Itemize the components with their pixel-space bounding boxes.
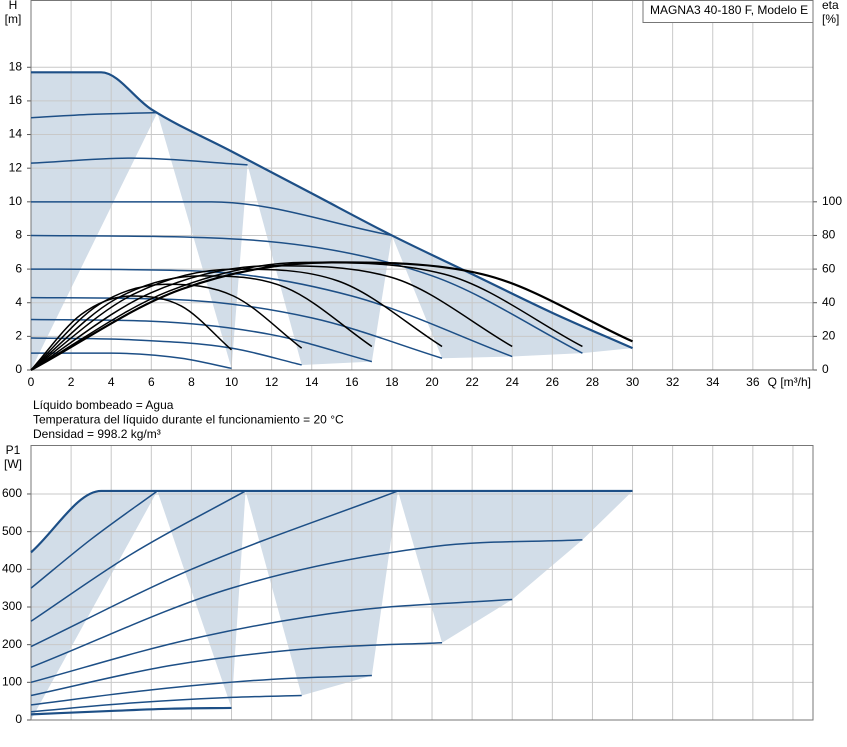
performance-curve bbox=[30, 490, 158, 589]
y-tick-label: 4 bbox=[15, 295, 22, 309]
efficiency-curve bbox=[30, 261, 633, 371]
note: Temperatura del líquido durante el funci… bbox=[33, 413, 344, 427]
y-tick-label: 10 bbox=[9, 194, 23, 208]
y-tick-label: 0 bbox=[15, 362, 22, 376]
y2-tick-label: 0 bbox=[822, 362, 829, 376]
x-tick-label: 14 bbox=[305, 375, 319, 389]
performance-curve bbox=[30, 296, 443, 359]
y2-axis-unit: [%] bbox=[822, 12, 839, 26]
performance-curve bbox=[30, 539, 583, 668]
x-tick-label: 24 bbox=[506, 375, 520, 389]
x-tick-label: 26 bbox=[546, 375, 560, 389]
performance-curve bbox=[31, 201, 393, 237]
x-tick-label: 16 bbox=[345, 375, 359, 389]
y-tick-label: 100 bbox=[2, 675, 22, 689]
y-tick-label: 12 bbox=[9, 160, 23, 174]
legend-text: MAGNA3 40-180 F, Modelo E bbox=[650, 3, 808, 17]
y-axis-label: H bbox=[9, 0, 18, 12]
y2-tick-label: 20 bbox=[822, 329, 836, 343]
x-tick-label: 10 bbox=[225, 375, 239, 389]
y-tick-label: 14 bbox=[9, 127, 23, 141]
performance-curve bbox=[30, 234, 583, 354]
x-tick-label: 18 bbox=[385, 375, 399, 389]
y-tick-label: 6 bbox=[15, 261, 22, 275]
x-tick-label: 28 bbox=[586, 375, 600, 389]
x-tick-label: 36 bbox=[746, 375, 760, 389]
y2-axis-label: eta bbox=[822, 0, 839, 12]
y-axis-unit: [W] bbox=[4, 457, 22, 471]
x-tick-label: 0 bbox=[28, 375, 35, 389]
y2-tick-label: 80 bbox=[822, 228, 836, 242]
x-tick-label: 20 bbox=[425, 375, 439, 389]
note: Densidad = 998.2 kg/m³ bbox=[33, 427, 161, 441]
performance-curve bbox=[30, 157, 248, 166]
y-tick-label: 600 bbox=[2, 486, 22, 500]
y-tick-label: 8 bbox=[15, 228, 22, 242]
note: Líquido bombeado = Agua bbox=[33, 398, 174, 412]
legend-box bbox=[642, 0, 814, 23]
performance-curve bbox=[30, 642, 443, 697]
x-tick-label: 22 bbox=[465, 375, 479, 389]
y2-tick-label: 100 bbox=[822, 194, 842, 208]
x-tick-label: 32 bbox=[666, 375, 680, 389]
y-tick-label: 200 bbox=[2, 637, 22, 651]
y-axis-label: P1 bbox=[6, 443, 21, 457]
y-axis-unit: [m] bbox=[5, 12, 22, 26]
performance-curve bbox=[30, 111, 158, 119]
performance-curve bbox=[30, 598, 513, 684]
efficiency-curve bbox=[30, 283, 303, 371]
x-tick-label: 6 bbox=[148, 375, 155, 389]
y2-tick-label: 60 bbox=[822, 261, 836, 275]
performance-curve bbox=[30, 490, 399, 648]
plot-frame bbox=[30, 445, 814, 721]
performance-curve bbox=[30, 490, 246, 622]
y-tick-label: 400 bbox=[2, 561, 22, 575]
x-tick-label: 30 bbox=[626, 375, 640, 389]
y-tick-label: 0 bbox=[15, 712, 22, 726]
y-tick-label: 2 bbox=[15, 329, 22, 343]
x-tick-label: 8 bbox=[188, 375, 195, 389]
plot-frame bbox=[30, 0, 814, 371]
y-tick-label: 18 bbox=[9, 59, 23, 73]
performance-curve bbox=[30, 352, 232, 370]
performance-curve bbox=[31, 71, 633, 350]
y-tick-label: 500 bbox=[2, 524, 22, 538]
performance-curve bbox=[30, 489, 633, 554]
operating-range bbox=[31, 490, 633, 720]
y-tick-label: 16 bbox=[9, 93, 23, 107]
performance-curve bbox=[30, 674, 372, 706]
performance-curve bbox=[30, 268, 513, 358]
performance-curve bbox=[30, 706, 232, 716]
x-axis-label: Q [m³/h] bbox=[768, 375, 811, 389]
x-tick-label: 34 bbox=[706, 375, 720, 389]
x-tick-label: 2 bbox=[68, 375, 75, 389]
performance-curve bbox=[30, 337, 302, 366]
x-tick-label: 12 bbox=[265, 375, 279, 389]
performance-curve bbox=[30, 694, 302, 713]
efficiency-curve bbox=[30, 268, 443, 371]
y2-tick-label: 40 bbox=[822, 295, 836, 309]
x-tick-label: 4 bbox=[108, 375, 115, 389]
y-tick-label: 300 bbox=[2, 599, 22, 613]
